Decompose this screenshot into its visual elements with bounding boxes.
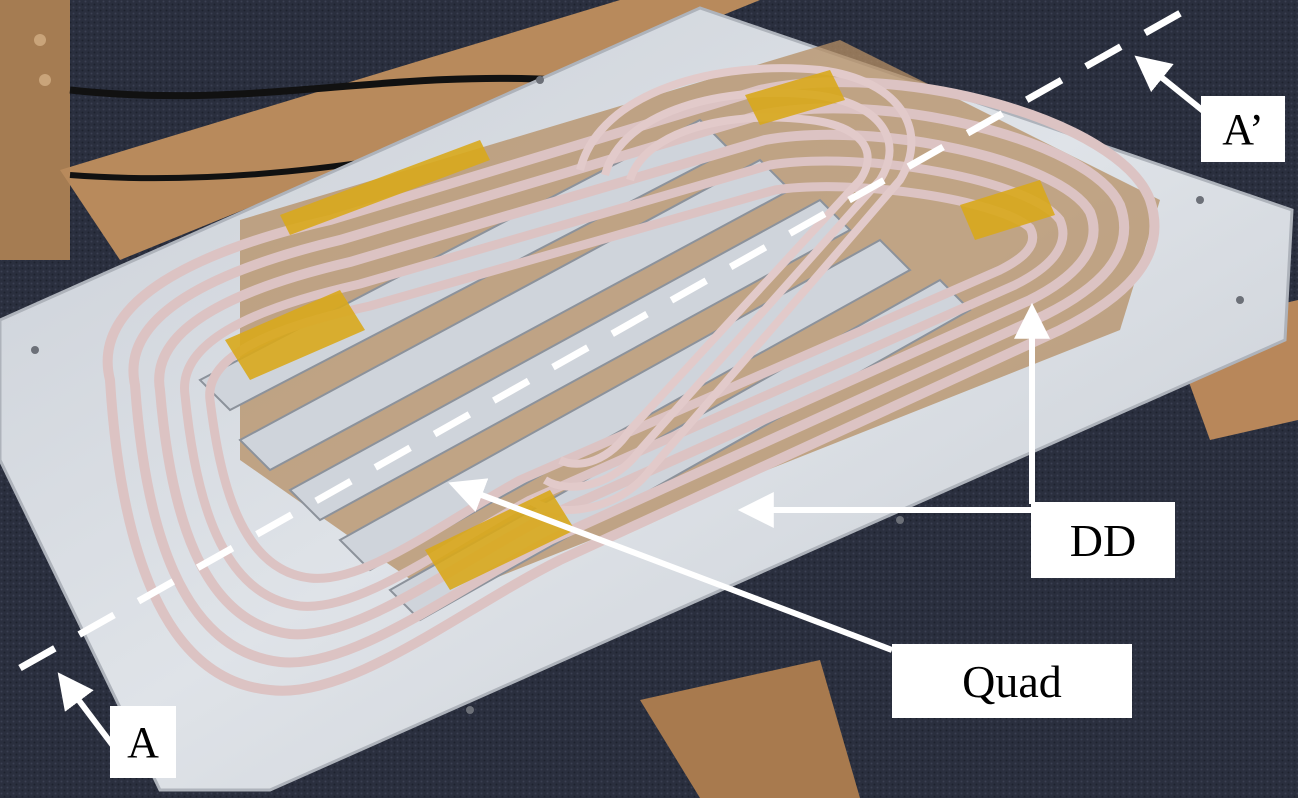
- dd-coil: [527, 64, 916, 514]
- label-dd: DD: [1031, 502, 1175, 578]
- cable: [69, 74, 561, 100]
- annotation-arrows: [57, 55, 1214, 757]
- section-line-a-a-prime: [18, 0, 1202, 672]
- label-quad: Quad: [892, 644, 1132, 718]
- plate-screws: [31, 76, 1244, 714]
- label-a-prime: A’: [1201, 96, 1285, 162]
- label-a: A: [110, 706, 176, 778]
